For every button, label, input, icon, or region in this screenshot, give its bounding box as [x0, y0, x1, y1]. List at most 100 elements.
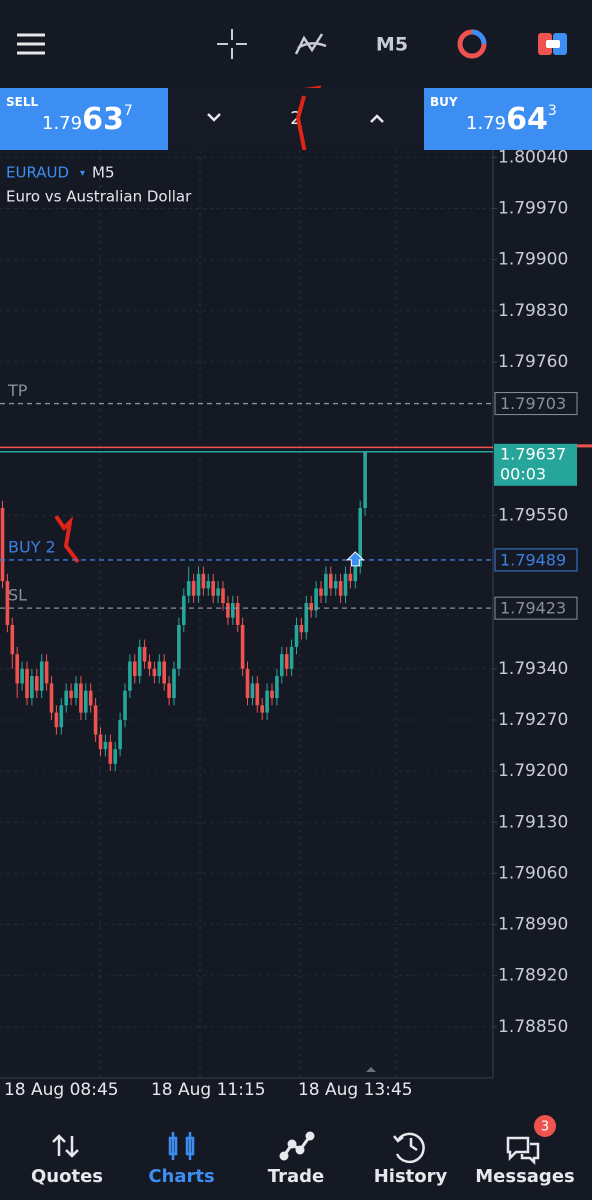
account-icon[interactable] [538, 33, 567, 55]
candle-body [54, 712, 59, 728]
y-tick-label: 1.80040 [498, 150, 568, 167]
y-tick-label: 1.79340 [498, 659, 568, 679]
candle-body [157, 661, 162, 677]
candle-body [49, 683, 54, 713]
candle-body [88, 690, 93, 706]
candle-body [309, 603, 313, 611]
badge [534, 1115, 556, 1137]
y-tick-label: 1.79550 [498, 505, 568, 525]
x-tick-label: 18 Aug 13:45 [298, 1080, 413, 1100]
sell-label: SELL [6, 95, 39, 109]
nav-label[interactable]: Trade [267, 1166, 325, 1187]
nav-label[interactable]: Charts [148, 1166, 215, 1187]
volume[interactable]: 2 [290, 108, 301, 129]
timeframe[interactable]: M5 [376, 34, 408, 56]
nav-label[interactable]: History [373, 1166, 448, 1187]
y-tick-label: 1.78920 [498, 966, 568, 986]
y-tick-label: 1.79900 [498, 250, 568, 270]
candle-body [147, 661, 152, 669]
messages-icon[interactable] [506, 1136, 540, 1166]
candle-body [245, 668, 250, 699]
menu[interactable] [17, 33, 45, 55]
vertical-grid [99, 150, 397, 1078]
trade-icon[interactable] [457, 29, 487, 59]
candle-body [186, 581, 191, 596]
sell-price: 1.79637 [42, 102, 133, 137]
candle-body [15, 654, 19, 684]
candle-body [260, 705, 264, 713]
candle-body [284, 654, 289, 669]
candle-body [162, 661, 166, 684]
y-tick-label: 1.79970 [498, 198, 568, 218]
x-tick-label: 18 Aug 11:15 [151, 1080, 266, 1100]
candle-body [353, 566, 358, 582]
scroll-marker [366, 1067, 376, 1072]
buy-button[interactable]: BUY 1.79643 [424, 88, 592, 150]
candle-body [343, 573, 348, 596]
charts-icon[interactable] [168, 1132, 195, 1160]
y-tick-label: 1.78990 [498, 915, 568, 935]
candle-body [275, 676, 279, 699]
price-small: 7 [123, 103, 133, 119]
symbol[interactable]: EURAUD [6, 164, 69, 182]
symbol-dropdown[interactable]: ▾ [80, 168, 85, 179]
candle-body [270, 690, 274, 699]
candle-body [333, 581, 338, 589]
indicators[interactable] [294, 33, 327, 55]
level-price: 1.79423 [500, 599, 566, 618]
candle-body [358, 508, 362, 567]
candle-body [177, 624, 181, 669]
candle-body [206, 581, 211, 589]
candle-body [142, 646, 147, 662]
bid-price: 1.79637 [500, 444, 566, 463]
level-name: SL [8, 586, 27, 605]
candle-body [226, 603, 230, 618]
buy-label: BUY [430, 95, 458, 109]
quotes-icon[interactable] [52, 1134, 79, 1158]
chart: EURAUD ▾ M5 Euro vs Australian Dollar 1.… [0, 150, 592, 1100]
candle-body [98, 734, 103, 750]
candle-body [79, 683, 83, 713]
y-tick-label: 1.79200 [498, 761, 568, 781]
entry-arrow [346, 551, 365, 567]
candle-body [103, 741, 108, 750]
candle-body [5, 581, 10, 625]
y-tick-label: 1.79270 [498, 710, 568, 730]
price-small: 3 [547, 103, 557, 119]
price-big: 64 [506, 102, 548, 137]
candle-body [250, 683, 255, 699]
y-tick-label: 1.78850 [498, 1017, 568, 1037]
candle-body [182, 595, 186, 625]
annotation [54, 514, 80, 564]
y-tick-label: 1.79130 [498, 812, 568, 832]
increase[interactable] [370, 114, 384, 123]
candle-body [108, 741, 113, 764]
level-price: 1.79489 [500, 550, 566, 569]
candle-body [30, 676, 34, 699]
candle-body [64, 690, 68, 706]
trade-icon[interactable] [279, 1131, 315, 1161]
sell-button[interactable]: SELL 1.79637 [0, 88, 168, 150]
nav-label[interactable]: Messages [475, 1166, 575, 1187]
candle-body [240, 624, 245, 669]
decrease[interactable] [207, 113, 221, 122]
volume-control: 2 [207, 95, 384, 150]
y-tick-label: 1.79830 [498, 301, 568, 321]
level-name: TP [7, 381, 28, 400]
crosshair[interactable] [217, 29, 247, 59]
candle-body [10, 624, 15, 655]
candle-body [319, 588, 323, 596]
candle-body [113, 749, 117, 764]
history-icon[interactable] [393, 1132, 425, 1164]
candle-body [137, 646, 142, 677]
trade-bar: SELL 1.79637 2 BUY 1.79643 [0, 88, 592, 150]
candle-body [133, 661, 137, 677]
nav-icons: 3 [52, 1115, 556, 1166]
nav-label[interactable]: Quotes [30, 1166, 103, 1187]
candle-body [59, 705, 64, 728]
bid-countdown: 00:03 [500, 464, 546, 483]
level-box [494, 548, 578, 572]
buy-price: 1.79643 [466, 102, 557, 137]
candle-body [44, 661, 49, 684]
